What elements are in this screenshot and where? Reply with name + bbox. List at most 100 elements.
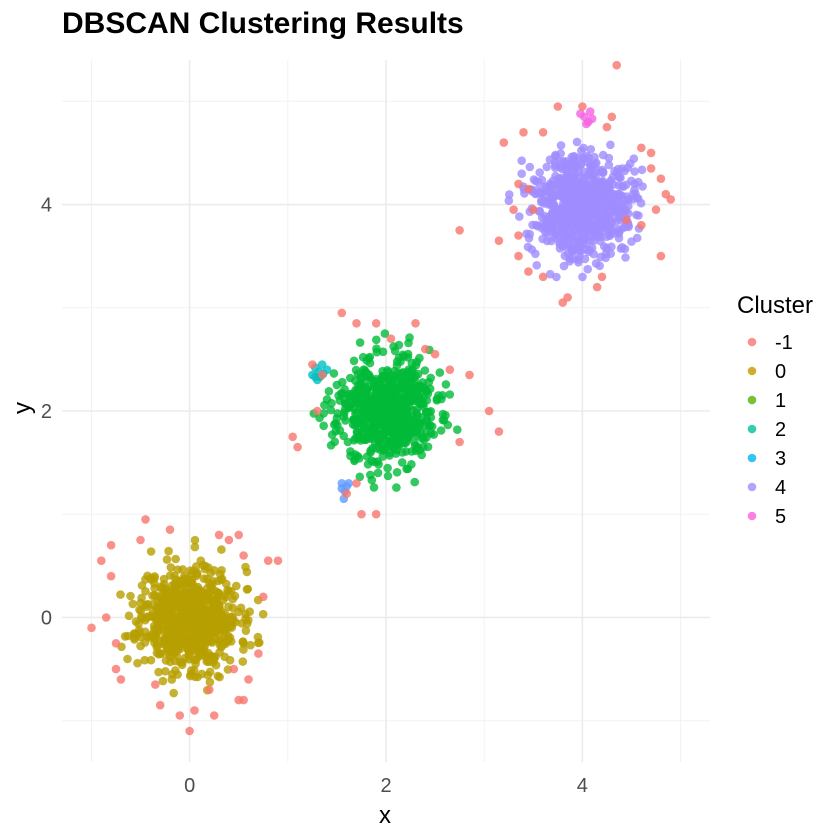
- point-cluster--1: [293, 442, 302, 452]
- point-cluster-4: [542, 215, 551, 225]
- point-cluster-4: [547, 208, 557, 218]
- point-cluster-1: [392, 483, 401, 492]
- point-cluster-4: [564, 198, 573, 208]
- point-cluster-1: [364, 428, 373, 437]
- legend: Cluster -1 0 1 2 3 4 5: [737, 292, 813, 528]
- legend-label--1: -1: [775, 332, 793, 354]
- point-cluster-4: [504, 196, 514, 205]
- point-cluster-1: [367, 475, 377, 485]
- point-cluster-0: [161, 667, 170, 676]
- point-cluster-1: [349, 356, 359, 366]
- point-cluster-4: [542, 197, 552, 206]
- point-cluster--1: [597, 272, 607, 282]
- point-cluster-4: [544, 187, 553, 197]
- legend-label-3: 3: [775, 448, 786, 470]
- point-cluster-0: [191, 659, 200, 669]
- point-cluster-1: [396, 357, 405, 366]
- point-cluster-4: [598, 193, 608, 202]
- point-cluster-1: [412, 444, 421, 454]
- point-cluster-4: [569, 151, 579, 161]
- point-cluster-0: [184, 655, 194, 664]
- point-cluster-4: [542, 162, 552, 172]
- point-cluster-0: [148, 606, 157, 615]
- point-cluster-4: [558, 162, 567, 171]
- point-cluster-1: [404, 416, 413, 425]
- point-cluster-0: [154, 667, 163, 677]
- point-cluster--1: [101, 613, 111, 622]
- point-cluster-0: [150, 579, 159, 588]
- point-cluster--1: [637, 220, 646, 230]
- point-cluster-1: [388, 426, 398, 436]
- point-cluster-4: [638, 182, 647, 191]
- point-cluster-0: [238, 637, 248, 646]
- point-cluster--1: [214, 530, 224, 540]
- point-cluster-4: [561, 219, 570, 228]
- point-cluster-4: [632, 210, 641, 220]
- point-cluster--1: [136, 535, 145, 545]
- point-cluster--1: [352, 479, 361, 488]
- point-cluster--1: [239, 695, 248, 705]
- legend-title: Cluster: [737, 292, 813, 319]
- point-cluster-1: [445, 390, 455, 399]
- point-cluster-0: [209, 599, 218, 608]
- point-cluster-1: [419, 393, 428, 402]
- point-cluster-1: [441, 380, 451, 389]
- point-cluster--1: [175, 711, 185, 720]
- legend-label-4: 4: [775, 477, 786, 499]
- x-tick-label: 0: [184, 775, 195, 797]
- point-cluster-1: [355, 401, 365, 410]
- point-cluster--1: [371, 319, 381, 328]
- point-cluster-5: [585, 107, 595, 116]
- point-cluster-4: [598, 150, 608, 160]
- chart-title: DBSCAN Clustering Results: [62, 7, 464, 40]
- point-cluster-1: [364, 354, 374, 363]
- point-cluster-4: [571, 226, 581, 236]
- point-cluster--1: [106, 571, 116, 581]
- point-cluster--1: [357, 509, 366, 519]
- point-cluster-4: [523, 242, 533, 252]
- point-cluster-4: [580, 254, 590, 264]
- point-cluster--1: [538, 128, 548, 137]
- point-cluster-0: [194, 594, 204, 604]
- point-cluster-1: [355, 454, 364, 463]
- point-cluster-1: [412, 357, 422, 367]
- point-cluster-1: [397, 374, 407, 384]
- point-cluster--1: [411, 319, 420, 328]
- point-cluster-0: [135, 628, 144, 637]
- point-cluster-1: [395, 420, 405, 430]
- point-cluster-0: [192, 640, 201, 650]
- legend-label-5: 5: [775, 506, 786, 528]
- point-cluster-1: [349, 436, 359, 445]
- point-cluster--1: [646, 164, 656, 173]
- point-cluster-0: [164, 546, 173, 556]
- point-cluster-0: [221, 639, 230, 648]
- point-cluster-1: [368, 412, 378, 421]
- point-cluster-1: [383, 366, 392, 375]
- point-cluster-1: [369, 483, 379, 492]
- point-cluster-4: [579, 239, 588, 248]
- point-cluster-0: [198, 612, 207, 621]
- point-cluster-1: [387, 375, 396, 385]
- point-cluster-0: [133, 658, 142, 668]
- point-cluster-1: [373, 468, 383, 478]
- point-cluster-0: [141, 575, 150, 584]
- point-cluster-0: [173, 581, 182, 590]
- point-cluster-4: [616, 173, 625, 183]
- point-cluster-4: [563, 187, 572, 197]
- point-cluster-0: [199, 574, 209, 583]
- point-cluster-1: [362, 452, 372, 461]
- point-cluster-0: [120, 632, 130, 641]
- point-cluster--1: [97, 556, 106, 565]
- point-cluster-1: [372, 444, 382, 453]
- point-cluster-0: [169, 688, 178, 698]
- legend-key--1: [747, 337, 757, 347]
- point-cluster-1: [383, 463, 392, 473]
- point-cluster--1: [111, 639, 121, 648]
- point-cluster--1: [106, 540, 116, 550]
- point-cluster-1: [333, 409, 342, 418]
- point-cluster--1: [185, 726, 194, 736]
- point-cluster-1: [335, 396, 345, 405]
- point-cluster-4: [592, 189, 601, 198]
- point-cluster-4: [563, 170, 572, 180]
